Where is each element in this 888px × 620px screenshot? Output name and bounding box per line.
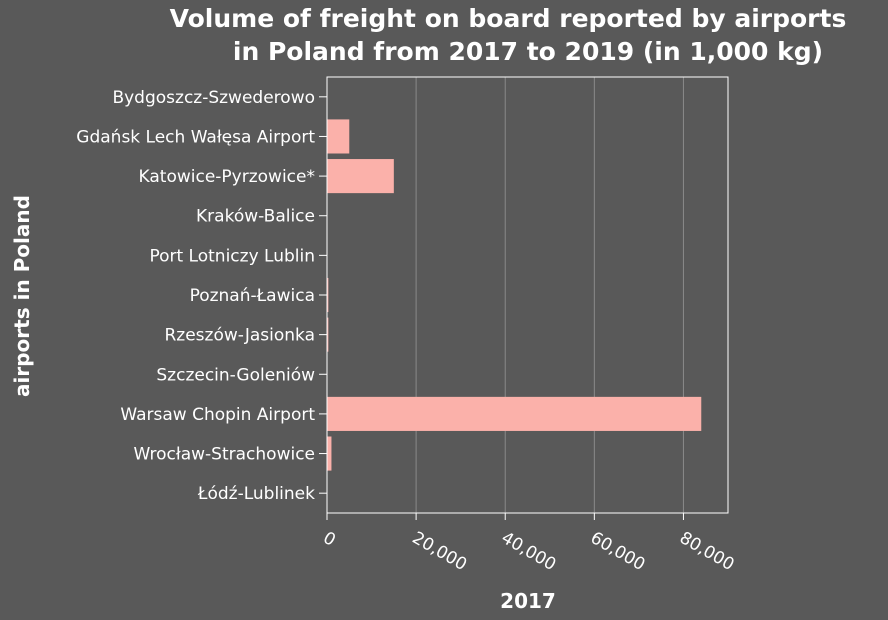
bar — [327, 396, 702, 431]
y-tick-label: Wrocław-Strachowice — [133, 445, 315, 465]
bars — [327, 119, 702, 471]
x-axis-title: 2017 — [500, 589, 556, 613]
y-axis-ticks: Bydgoszcz-Szwederowo Gdańsk Lech Wałęsa A… — [76, 88, 327, 504]
bar — [327, 436, 332, 471]
y-tick-label: Rzeszów-Jasionka — [164, 326, 315, 346]
y-tick-label: Warsaw Chopin Airport — [120, 405, 315, 425]
y-tick-label: Katowice-Pyrzowice* — [139, 167, 315, 187]
y-tick-label: Gdańsk Lech Wałęsa Airport — [76, 127, 315, 147]
y-tick-label: Szczecin-Goleniów — [156, 365, 315, 385]
bar — [327, 317, 329, 352]
bar — [327, 159, 394, 194]
grid-lines — [415, 77, 684, 513]
y-axis-title: airports in Poland — [10, 195, 34, 397]
y-tick-label: Port Lotniczy Lublin — [149, 246, 315, 266]
chart-title-line-1: Volume of freight on board reported by a… — [170, 4, 847, 33]
bar — [327, 277, 329, 313]
y-tick-label: Kraków-Balice — [196, 207, 315, 227]
chart-title-line-2: in Poland from 2017 to 2019 (in 1,000 kg… — [233, 37, 823, 66]
bar — [327, 119, 350, 154]
y-tick-label: Bydgoszcz-Szwederowo — [112, 88, 315, 108]
y-tick-label: Poznań-Ławica — [190, 286, 315, 306]
y-tick-label: Łódź-Lublinek — [197, 484, 315, 504]
